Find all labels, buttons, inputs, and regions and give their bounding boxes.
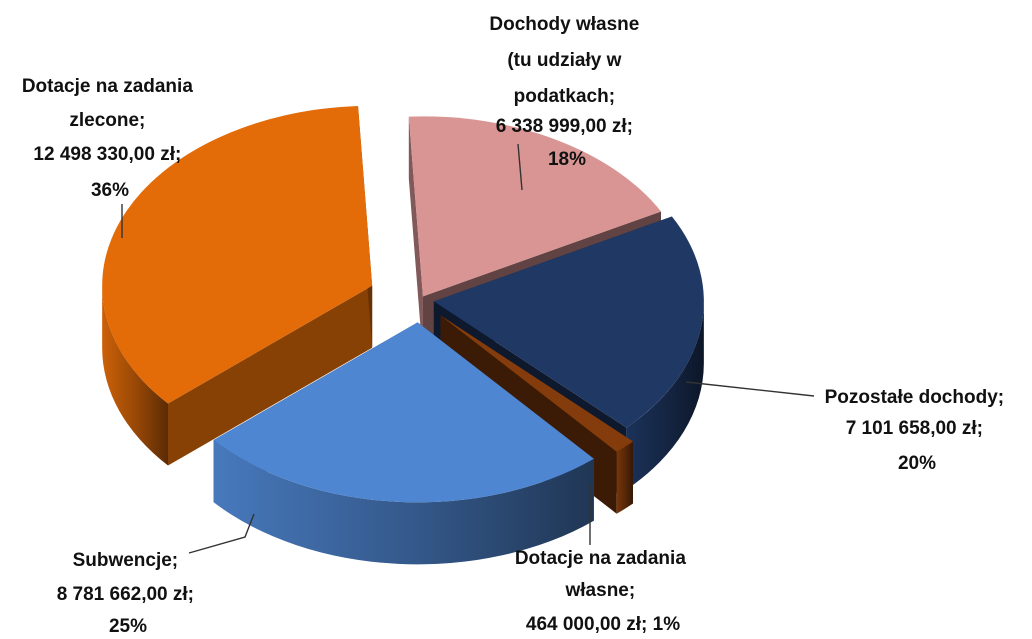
slice-subwencje — [213, 322, 594, 565]
leader-lines — [121, 143, 815, 554]
pie-slices — [102, 105, 704, 565]
slice-dotacje-zlecone — [102, 105, 373, 466]
slice-top-dochody-wlasne — [408, 116, 662, 297]
slice-top-pozostale-dochody — [433, 216, 704, 428]
label-dochody-wlasne: Dochody własne (tu udziały w podatkach; … — [489, 14, 644, 170]
slice-top-dotacje-wlasne — [440, 315, 634, 452]
slice-wall-dochody-wlasne — [408, 116, 423, 359]
label-dotacje-wlasne: Dotacje na zadania własne; 464 000,00 zł… — [515, 548, 691, 635]
slice-wall-dotacje-zlecone — [168, 285, 373, 466]
leader-line-pozostale-dochody — [685, 381, 815, 397]
slice-top-subwencje — [213, 322, 594, 503]
label-dotacje-zlecone: Dotacje na zadania zlecone; 12 498 330,0… — [22, 76, 198, 201]
label-subwencje: Subwencje; 8 781 662,00 zł; 25% — [57, 550, 200, 637]
leader-line-dochody-wlasne — [517, 143, 523, 191]
leader-line-subwencje — [188, 513, 255, 554]
label-pozostale-dochody: Pozostałe dochody; 7 101 658,00 zł; 20% — [825, 387, 1010, 474]
slice-side-dotacje-wlasne — [616, 441, 634, 514]
slice-side-subwencje — [213, 440, 594, 565]
slice-side-dotacje-zlecone — [102, 285, 169, 466]
slice-top-dotacje-zlecone — [102, 105, 373, 404]
slice-side-pozostale-dochody — [626, 301, 704, 490]
